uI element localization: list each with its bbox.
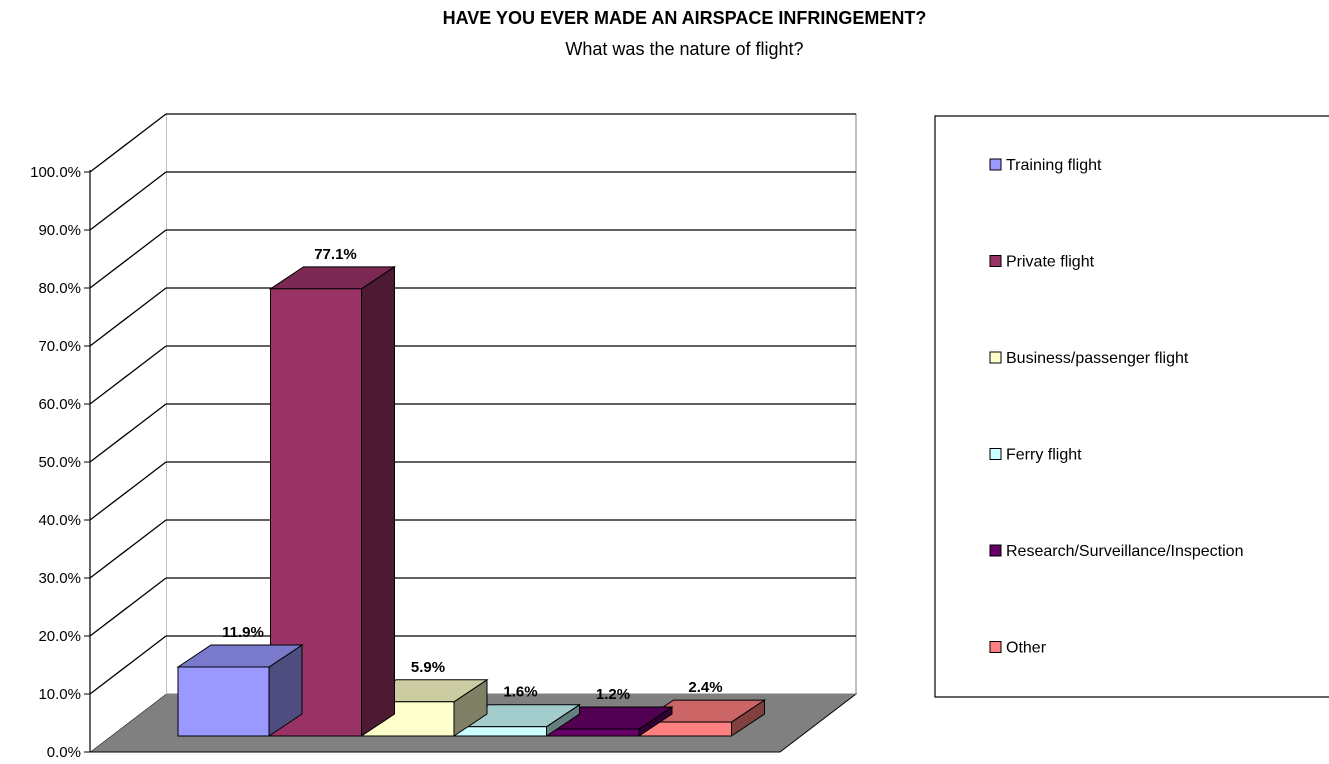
data-label-5: 1.2% bbox=[596, 686, 630, 703]
tick-label: 10.0% bbox=[38, 686, 81, 703]
legend-item-1: Training flight bbox=[989, 157, 1102, 174]
legend-item-2: Private flight bbox=[989, 254, 1095, 271]
tick-label: 40.0% bbox=[38, 512, 81, 529]
tick-label: 20.0% bbox=[38, 628, 81, 645]
gridline-side bbox=[89, 461, 167, 521]
gridline-side bbox=[89, 287, 167, 347]
gridline-side bbox=[89, 403, 167, 463]
legend-swatch bbox=[989, 544, 1002, 557]
data-label-2: 77.1% bbox=[314, 246, 357, 263]
y-axis-ticks: 0.0% 10.0% 20.0% 30.0% 40.0% 50.0% 60.0% 70.0% 8… bbox=[30, 164, 90, 761]
chart-title: HAVE YOU EVER MADE AN AIRSPACE INFRINGEM… bbox=[442, 8, 927, 28]
legend-swatch bbox=[989, 158, 1002, 171]
legend-label: Business/passenger flight bbox=[1006, 350, 1189, 367]
tick-label: 70.0% bbox=[38, 338, 81, 355]
legend-swatch bbox=[989, 641, 1002, 653]
tick-label: 0.0% bbox=[47, 744, 81, 761]
tick-label: 60.0% bbox=[38, 396, 81, 413]
tick-label: 80.0% bbox=[38, 280, 81, 297]
gridline-side bbox=[89, 229, 167, 289]
data-label-4: 1.6% bbox=[503, 684, 537, 701]
legend-label: Private flight bbox=[1006, 254, 1095, 271]
legend-label: Training flight bbox=[1006, 157, 1102, 174]
data-labels: 2.4% 1.2% 1.6% 5.9% 77.1% 11.9% bbox=[222, 246, 722, 703]
legend-item-4: Ferry flight bbox=[989, 447, 1082, 464]
legend-label: Research/Surveillance/Inspection bbox=[1006, 543, 1243, 560]
bar-front bbox=[455, 726, 547, 737]
bar-front bbox=[547, 728, 640, 737]
legend: Training flight Private flight Business/pa… bbox=[934, 115, 1329, 698]
bar-1 bbox=[176, 644, 304, 737]
gridline-side bbox=[89, 171, 167, 231]
legend-label: Ferry flight bbox=[1006, 447, 1082, 464]
gridline-side bbox=[89, 635, 167, 695]
data-label-6: 2.4% bbox=[688, 679, 722, 696]
legend-item-5: Research/Surveillance/Inspection bbox=[989, 543, 1243, 560]
tick-label: 90.0% bbox=[38, 222, 81, 239]
gridline-side bbox=[89, 519, 167, 579]
legend-swatch bbox=[989, 255, 1002, 267]
gridline-side bbox=[89, 345, 167, 405]
tick-label: 30.0% bbox=[38, 570, 81, 587]
legend-swatch bbox=[989, 351, 1002, 364]
legend-swatch bbox=[989, 448, 1002, 460]
bars bbox=[176, 265, 767, 737]
data-label-3: 5.9% bbox=[411, 659, 445, 676]
bar-front bbox=[177, 666, 270, 737]
legend-label: Other bbox=[1006, 640, 1047, 657]
bar-side bbox=[361, 265, 395, 737]
tick-label: 100.0% bbox=[30, 164, 81, 181]
tick-label: 50.0% bbox=[38, 454, 81, 471]
legend-item-3: Business/passenger flight bbox=[989, 350, 1189, 367]
gridline-side bbox=[89, 113, 167, 173]
data-label-1: 11.9% bbox=[222, 624, 264, 641]
gridline-side bbox=[89, 577, 167, 637]
legend-box bbox=[934, 115, 1329, 698]
chart-subtitle: What was the nature of flight? bbox=[565, 39, 804, 59]
legend-item-6: Other bbox=[989, 640, 1047, 657]
